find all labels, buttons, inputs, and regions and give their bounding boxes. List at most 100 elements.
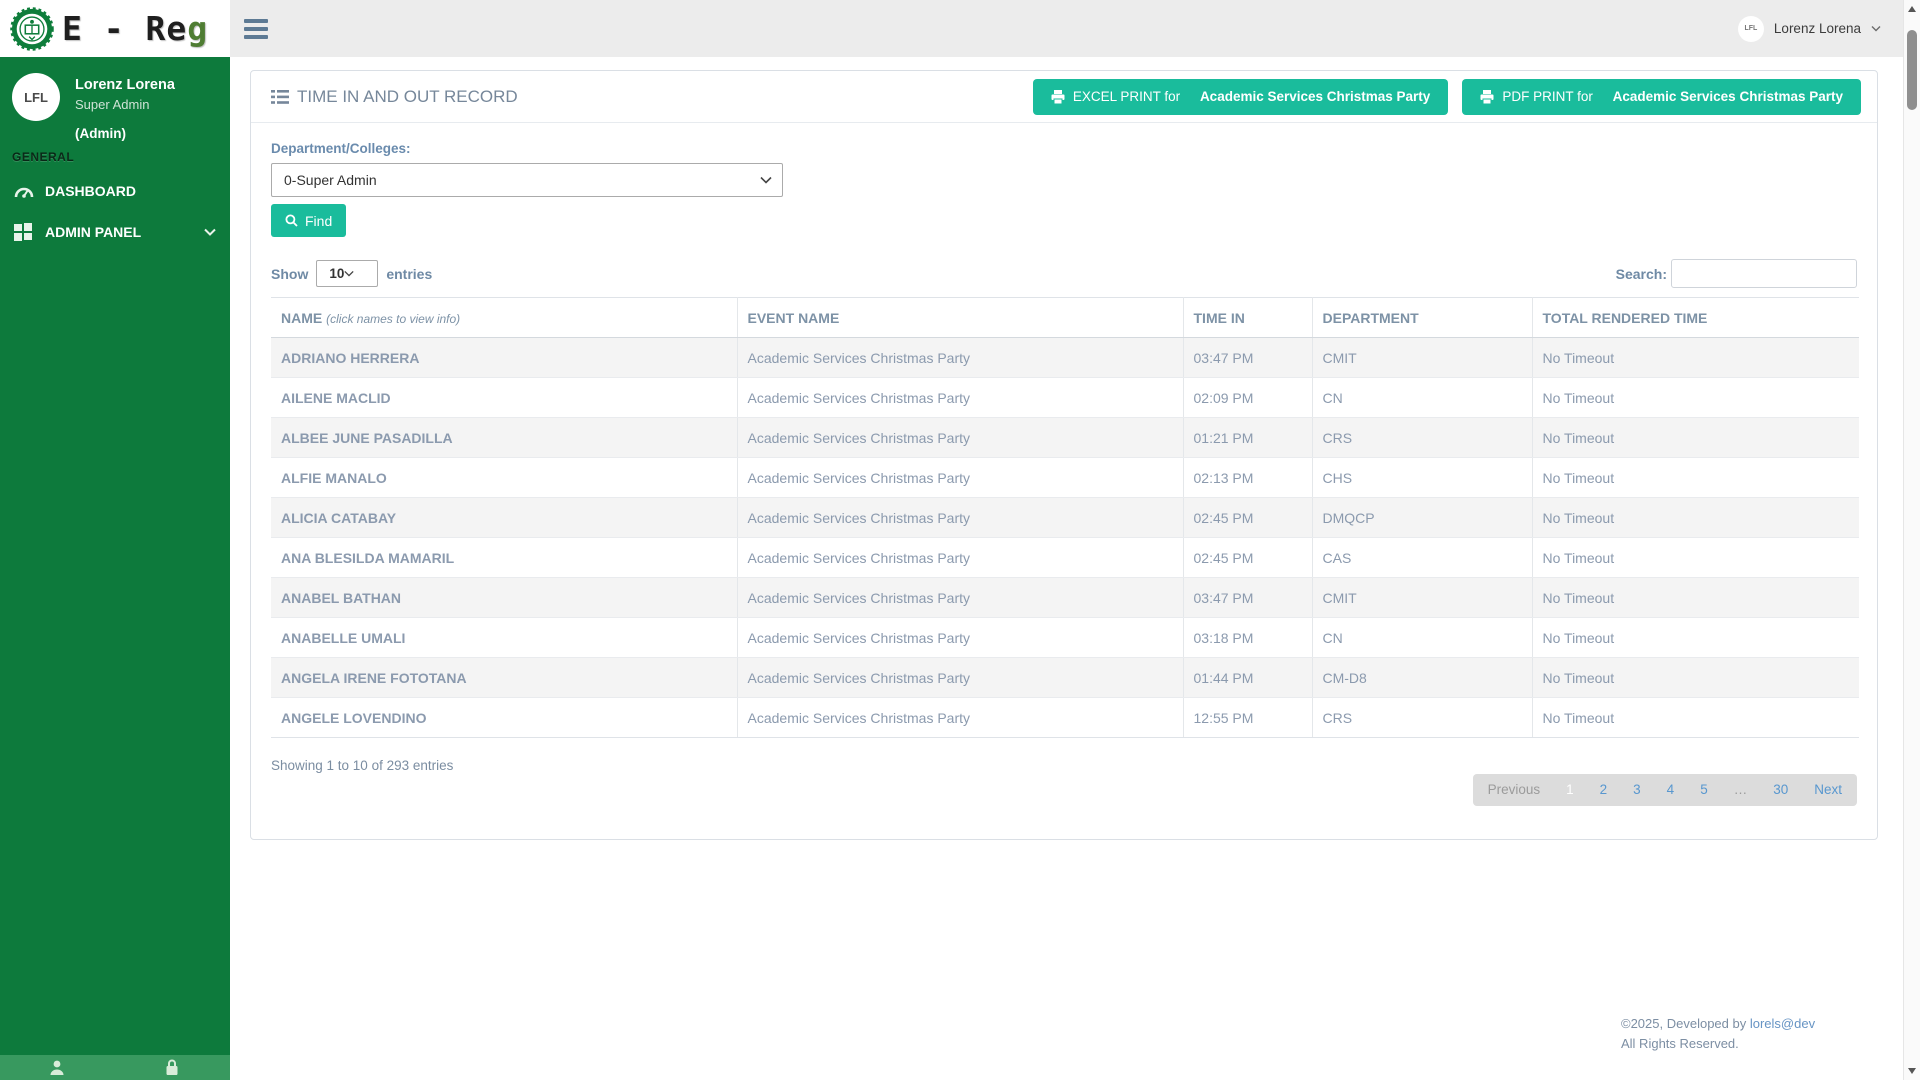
pagination: Previous 1 2 3 4 5 … 30 Next: [1472, 774, 1857, 806]
developer-link[interactable]: lorels@dev: [1749, 1016, 1816, 1031]
time-in-cell: 02:13 PM: [1183, 457, 1313, 498]
rendered-cell: No Timeout: [1532, 697, 1859, 738]
rendered-cell: No Timeout: [1532, 417, 1859, 458]
topbar-user-menu[interactable]: LFL Lorenz Lorena: [1737, 15, 1881, 42]
topbar: LFL Lorenz Lorena: [230, 0, 1903, 57]
pagination-next[interactable]: Next: [1814, 782, 1842, 797]
table-row: ALICIA CATABAY Academic Services Christm…: [271, 497, 1859, 538]
printer-icon: [1480, 89, 1494, 104]
event-cell: Academic Services Christmas Party: [737, 617, 1184, 658]
pagination-previous[interactable]: Previous: [1487, 782, 1541, 797]
time-record-table: NAME (click names to view info) EVENT NA…: [271, 297, 1859, 738]
event-cell: Academic Services Christmas Party: [737, 537, 1184, 578]
department-cell: DMQCP: [1312, 497, 1533, 538]
entries-label: entries: [386, 265, 433, 282]
attendee-name-link[interactable]: ADRIANO HERRERA: [271, 337, 738, 378]
copyright-text: ©2025, Developed by: [1621, 1016, 1747, 1031]
dashboard-gauge-icon: [14, 183, 36, 199]
rendered-cell: No Timeout: [1532, 337, 1859, 378]
table-row: ANA BLESILDA MAMARIL Academic Services C…: [271, 537, 1859, 578]
page-footer: ©2025, Developed by lorels@dev All Right…: [1621, 1014, 1861, 1054]
vertical-scrollbar[interactable]: [1903, 0, 1920, 1080]
table-row: ANABELLE UMALI Academic Services Christm…: [271, 617, 1859, 658]
rendered-cell: No Timeout: [1532, 537, 1859, 578]
table-row: AILENE MACLID Academic Services Christma…: [271, 377, 1859, 418]
col-header-rendered[interactable]: TOTAL RENDERED TIME: [1532, 297, 1859, 338]
time-in-cell: 01:21 PM: [1183, 417, 1313, 458]
sidebar-toggle-icon[interactable]: [244, 15, 270, 43]
find-button[interactable]: Find: [271, 204, 347, 237]
event-cell: Academic Services Christmas Party: [737, 337, 1184, 378]
table-row: ANGELE LOVENDINO Academic Services Chris…: [271, 697, 1859, 738]
department-select[interactable]: 0-Super Admin: [271, 163, 783, 197]
event-cell: Academic Services Christmas Party: [737, 417, 1184, 458]
pagination-page-30[interactable]: 30: [1773, 782, 1789, 797]
time-in-cell: 02:45 PM: [1183, 537, 1313, 578]
pagination-page-2[interactable]: 2: [1599, 782, 1608, 797]
attendee-name-link[interactable]: ANABEL BATHAN: [271, 577, 738, 618]
attendee-name-link[interactable]: ANGELA IRENE FOTOTANA: [271, 657, 738, 698]
time-in-cell: 01:44 PM: [1183, 657, 1313, 698]
time-in-cell: 03:47 PM: [1183, 337, 1313, 378]
attendee-name-link[interactable]: ALBEE JUNE PASADILLA: [271, 417, 738, 458]
school-seal-icon: [10, 6, 54, 51]
attendee-name-link[interactable]: AILENE MACLID: [271, 377, 738, 418]
pagination-page-1[interactable]: 1: [1566, 782, 1574, 797]
sidebar-item-label: ADMIN PANEL: [45, 223, 142, 240]
rendered-cell: No Timeout: [1532, 577, 1859, 618]
page-length-value: 10: [329, 266, 345, 281]
pdf-print-button[interactable]: PDF PRINT for Academic Services Christma…: [1462, 78, 1861, 115]
table-row: ANGELA IRENE FOTOTANA Academic Services …: [271, 657, 1859, 698]
table-header-row: NAME (click names to view info) EVENT NA…: [271, 297, 1859, 338]
scrollbar-thumb[interactable]: [1907, 30, 1917, 110]
page-title: TIME IN AND OUT RECORD: [271, 87, 518, 107]
event-cell: Academic Services Christmas Party: [737, 577, 1184, 618]
lock-icon[interactable]: [164, 1058, 180, 1080]
rendered-cell: No Timeout: [1532, 617, 1859, 658]
sidebar-nav: DASHBOARD ADMIN PANEL: [0, 170, 230, 252]
attendee-name-link[interactable]: ANGELE LOVENDINO: [271, 697, 738, 738]
sidebar-section-general: GENERAL: [12, 150, 75, 164]
app-logo[interactable]: E - Reg: [0, 0, 230, 57]
col-header-name[interactable]: NAME (click names to view info): [271, 297, 738, 338]
department-cell: CN: [1312, 617, 1533, 658]
scroll-down-arrow-icon[interactable]: [1908, 1068, 1916, 1074]
sidebar-item-admin-panel[interactable]: ADMIN PANEL: [0, 211, 230, 252]
department-select-value: 0-Super Admin: [284, 172, 377, 188]
show-label: Show: [271, 265, 309, 282]
attendee-name-link[interactable]: ANABELLE UMALI: [271, 617, 738, 658]
page-length-select[interactable]: 10: [316, 260, 379, 287]
department-cell: CRS: [1312, 697, 1533, 738]
department-cell: CMIT: [1312, 337, 1533, 378]
topbar-avatar: LFL: [1737, 15, 1764, 42]
time-record-panel: TIME IN AND OUT RECORD EXCEL PRINT for A…: [250, 70, 1878, 840]
event-cell: Academic Services Christmas Party: [737, 697, 1184, 738]
department-cell: CRS: [1312, 417, 1533, 458]
scroll-up-arrow-icon[interactable]: [1908, 6, 1916, 12]
col-header-time-in[interactable]: TIME IN: [1183, 297, 1313, 338]
search-input[interactable]: [1671, 259, 1857, 288]
pagination-page-3[interactable]: 3: [1633, 782, 1641, 797]
department-cell: CHS: [1312, 457, 1533, 498]
rendered-cell: No Timeout: [1532, 657, 1859, 698]
attendee-name-link[interactable]: ALFIE MANALO: [271, 457, 738, 498]
person-icon[interactable]: [48, 1058, 66, 1080]
sidebar: E - Reg LFL Lorenz Lorena Super Admin (A…: [0, 0, 230, 1080]
user-name: Lorenz Lorena: [75, 77, 175, 93]
department-filter-label: Department/Colleges:: [271, 141, 411, 156]
event-cell: Academic Services Christmas Party: [737, 657, 1184, 698]
event-cell: Academic Services Christmas Party: [737, 377, 1184, 418]
excel-print-button[interactable]: EXCEL PRINT for Academic Services Christ…: [1032, 78, 1449, 115]
col-header-event[interactable]: EVENT NAME: [737, 297, 1184, 338]
time-in-cell: 03:47 PM: [1183, 577, 1313, 618]
table-row: ADRIANO HERRERA Academic Services Christ…: [271, 337, 1859, 378]
attendee-name-link[interactable]: ALICIA CATABAY: [271, 497, 738, 538]
grid-icon: [14, 222, 36, 241]
pagination-page-5[interactable]: 5: [1700, 782, 1708, 797]
list-icon: [271, 89, 289, 104]
col-header-department[interactable]: DEPARTMENT: [1312, 297, 1533, 338]
sidebar-item-dashboard[interactable]: DASHBOARD: [0, 170, 230, 211]
event-cell: Academic Services Christmas Party: [737, 457, 1184, 498]
pagination-page-4[interactable]: 4: [1666, 782, 1675, 797]
attendee-name-link[interactable]: ANA BLESILDA MAMARIL: [271, 537, 738, 578]
